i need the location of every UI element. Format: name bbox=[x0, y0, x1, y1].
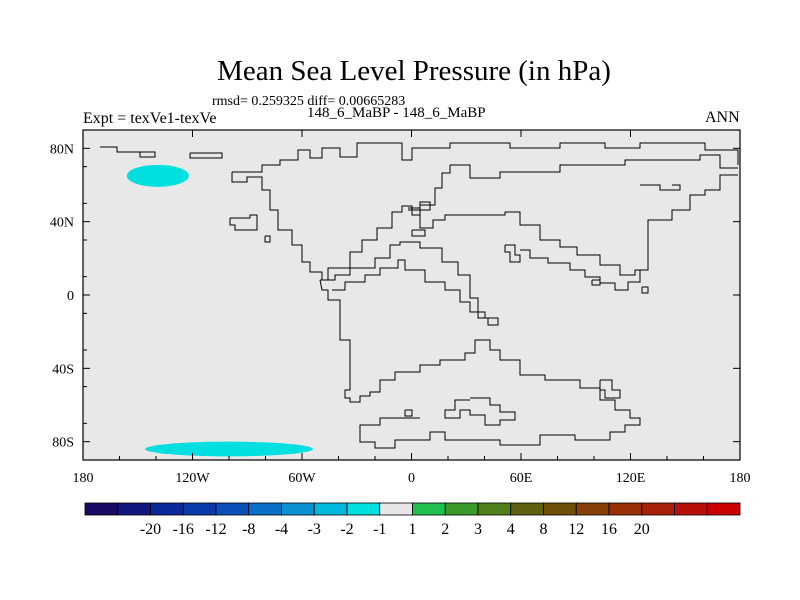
coastline bbox=[504, 244, 521, 263]
colorbar-label: 8 bbox=[540, 521, 548, 538]
colorbar-box bbox=[575, 502, 610, 516]
x-tick-label: 0 bbox=[408, 471, 415, 486]
colorbar-label: -16 bbox=[173, 521, 194, 538]
coastline bbox=[231, 172, 323, 280]
colorbar-box bbox=[444, 502, 479, 516]
map-frame-group bbox=[83, 130, 740, 460]
colorbar-box bbox=[641, 502, 675, 516]
coastline bbox=[599, 379, 621, 399]
colorbar-box bbox=[608, 502, 643, 516]
x-tick-label: 60E bbox=[510, 471, 533, 486]
coastline bbox=[229, 214, 258, 231]
colorbar-label: 2 bbox=[441, 521, 449, 538]
colorbar-label: -4 bbox=[275, 521, 288, 538]
colorbar-label: 1 bbox=[409, 521, 417, 538]
anomaly-region bbox=[145, 441, 313, 457]
x-axis: 180 120W 60W 0 60E 120E 180 bbox=[73, 130, 751, 486]
coastline-layer bbox=[100, 142, 739, 449]
coastline bbox=[408, 201, 431, 211]
colorbar-box bbox=[477, 502, 512, 516]
colorbar-box bbox=[510, 502, 544, 516]
coastline bbox=[640, 174, 738, 271]
coastline bbox=[419, 211, 641, 291]
coastline bbox=[591, 279, 601, 286]
colorbar-box bbox=[313, 502, 348, 516]
coastline bbox=[232, 142, 739, 173]
coastline bbox=[319, 279, 641, 449]
stats-text: rmsd= 0.259325 diff= 0.00665283 bbox=[212, 94, 406, 109]
x-tick-label: 180 bbox=[730, 471, 751, 486]
coastline bbox=[100, 146, 156, 158]
y-tick-label: 0 bbox=[67, 289, 74, 304]
coastline bbox=[322, 165, 451, 281]
colorbar-label: 12 bbox=[568, 521, 584, 538]
colorbar-label: 4 bbox=[507, 521, 515, 538]
coastline bbox=[444, 397, 516, 426]
case-label: 148_6_MaBP - 148_6_MaBP bbox=[307, 105, 486, 121]
colorbar-label: -3 bbox=[308, 521, 321, 538]
colorbar-label: -12 bbox=[205, 521, 226, 538]
colorbar-label: -20 bbox=[140, 521, 161, 538]
coastline bbox=[450, 154, 738, 179]
anomaly-region bbox=[126, 164, 189, 187]
y-axis: 80N 40N 0 40S 80S bbox=[50, 129, 740, 461]
colorbar-box bbox=[182, 502, 217, 516]
colorbar-label: 3 bbox=[474, 521, 482, 538]
colorbar-label: -8 bbox=[242, 521, 255, 538]
x-tick-label: 120E bbox=[616, 471, 646, 486]
x-tick-label: 180 bbox=[73, 471, 94, 486]
colorbar-label: 20 bbox=[634, 521, 650, 538]
colorbar-box bbox=[281, 502, 315, 516]
map-background bbox=[83, 130, 740, 460]
y-tick-label: 40N bbox=[50, 216, 74, 231]
coastline bbox=[641, 286, 649, 294]
coastline bbox=[320, 241, 499, 326]
coastline bbox=[404, 409, 413, 417]
colorbar-label: -2 bbox=[340, 521, 353, 538]
colorbar-box bbox=[84, 502, 119, 516]
chart-title: Mean Sea Level Pressure (in hPa) bbox=[217, 55, 611, 87]
x-tick-label: 120W bbox=[175, 471, 210, 486]
season-label: ANN bbox=[705, 109, 740, 126]
coastline bbox=[640, 184, 681, 191]
colorbar-box bbox=[412, 502, 446, 516]
colorbar-box bbox=[117, 502, 151, 516]
colorbar-label: 16 bbox=[601, 521, 617, 538]
colorbar-box bbox=[706, 502, 741, 516]
coastline bbox=[411, 229, 426, 237]
anomaly-layer bbox=[126, 164, 313, 457]
colorbar-box bbox=[248, 502, 282, 516]
coastline bbox=[189, 152, 223, 159]
colorbar-box bbox=[346, 502, 381, 516]
colorbar-box bbox=[543, 502, 577, 516]
experiment-label: Expt = texVe1-texVe bbox=[83, 110, 217, 127]
y-tick-label: 80S bbox=[52, 436, 74, 451]
colorbar-box bbox=[215, 502, 250, 516]
colorbar-box bbox=[150, 502, 184, 516]
x-tick-label: 60W bbox=[288, 471, 316, 486]
colorbar-box bbox=[379, 502, 413, 516]
colorbar-label: -1 bbox=[373, 521, 386, 538]
coastline bbox=[264, 235, 271, 243]
y-tick-label: 80N bbox=[50, 142, 74, 157]
y-tick-label: 40S bbox=[52, 362, 74, 377]
colorbar-box bbox=[674, 502, 708, 516]
